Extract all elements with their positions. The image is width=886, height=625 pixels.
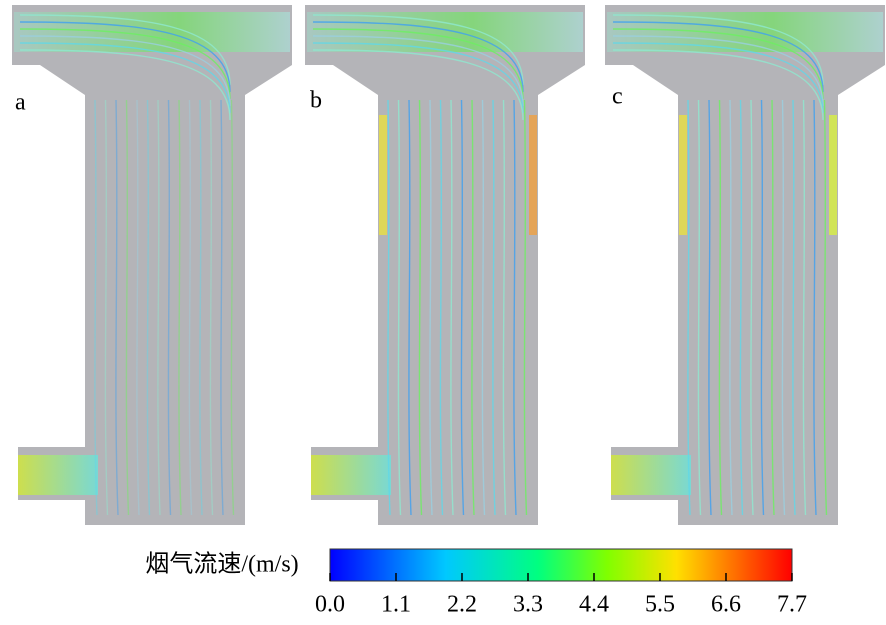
streak — [450, 99, 454, 516]
streak — [802, 99, 807, 516]
inlet-flow — [18, 455, 98, 495]
streak — [481, 99, 486, 516]
streak — [387, 99, 391, 516]
duct — [305, 5, 585, 525]
streak — [612, 42, 824, 114]
inlet-flow — [311, 455, 391, 495]
colorbar-label: 烟气流速/(m/s) — [145, 551, 298, 578]
streak — [312, 28, 524, 100]
top-flow — [607, 12, 883, 52]
duct — [12, 5, 292, 525]
streak — [312, 49, 524, 121]
streak — [125, 99, 130, 516]
wall-jet — [529, 115, 537, 235]
tick-label: 6.6 — [711, 592, 741, 618]
streak — [312, 14, 524, 86]
streak — [209, 99, 214, 516]
streak — [167, 99, 172, 516]
top-flow — [14, 12, 290, 52]
streak — [408, 99, 412, 516]
panels — [12, 5, 885, 525]
wall-jet — [829, 115, 837, 235]
streak — [612, 28, 824, 100]
streak — [188, 99, 193, 516]
inlet-flow — [611, 455, 691, 495]
streak — [146, 99, 151, 516]
streak — [523, 99, 528, 516]
streak — [418, 99, 423, 516]
panel-label: b — [310, 88, 322, 114]
streak — [813, 99, 817, 516]
tick-label: 4.4 — [579, 592, 609, 618]
tick-label: 7.7 — [777, 592, 807, 618]
streak — [492, 99, 496, 516]
streak — [230, 99, 235, 516]
streak — [771, 99, 775, 516]
streak — [792, 99, 796, 516]
panel-label: a — [15, 90, 26, 116]
streak — [157, 99, 161, 516]
streak — [220, 99, 224, 516]
streak — [502, 99, 507, 516]
panel-label: c — [612, 84, 623, 110]
streak — [19, 35, 231, 107]
tick-label: 0.0 — [315, 592, 345, 618]
streak — [612, 35, 824, 107]
streak — [115, 99, 119, 516]
tick-label: 3.3 — [513, 592, 543, 618]
tick-label: 1.1 — [381, 592, 411, 618]
streak — [697, 99, 702, 516]
colorbar-ticks: 0.0 1.1 2.2 3.3 4.4 5.5 6.6 7.7 — [315, 573, 807, 618]
streak — [19, 28, 231, 100]
wall-jet — [679, 115, 687, 235]
flow-panel — [12, 5, 292, 525]
streak — [429, 99, 433, 516]
streak — [94, 99, 98, 516]
streak — [178, 99, 182, 516]
flow-panel — [605, 5, 885, 525]
tick-label: 5.5 — [645, 592, 675, 618]
streak — [199, 99, 203, 516]
colorbar: 烟气流速/(m/s) 0.0 1.1 2.2 3.3 4.4 5.5 6.6 7.7 — [145, 548, 807, 618]
streak — [718, 99, 723, 516]
streak — [471, 99, 475, 516]
streak — [19, 14, 231, 86]
streak — [312, 21, 524, 93]
duct — [605, 5, 885, 525]
streak — [612, 21, 824, 93]
streak — [513, 99, 517, 516]
tick-label: 2.2 — [447, 592, 477, 618]
streak — [312, 42, 524, 114]
streak — [729, 99, 733, 516]
wall-jet — [379, 115, 387, 235]
colorbar-bar — [329, 548, 793, 582]
streak — [760, 99, 765, 516]
top-flow — [307, 12, 583, 52]
streak — [19, 21, 231, 93]
streak — [104, 99, 109, 516]
streak — [739, 99, 744, 516]
streak — [750, 99, 754, 516]
streak — [823, 99, 828, 516]
streak — [781, 99, 786, 516]
streak — [19, 42, 231, 114]
flow-panel — [305, 5, 585, 525]
streak — [439, 99, 444, 516]
streak — [687, 99, 691, 516]
streak — [460, 99, 465, 516]
streak — [612, 49, 824, 121]
streak — [136, 99, 140, 516]
streak — [708, 99, 712, 516]
streak — [312, 35, 524, 107]
streak — [612, 14, 824, 86]
streak — [397, 99, 402, 516]
streak — [19, 49, 231, 121]
